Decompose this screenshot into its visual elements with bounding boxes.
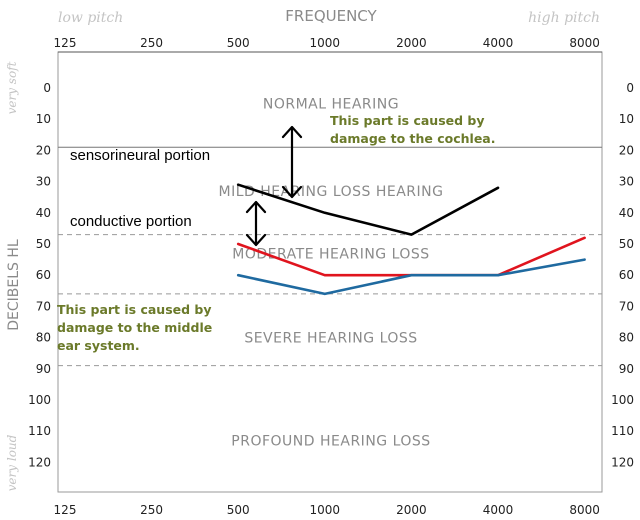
x-tick-bottom-125: 125	[54, 503, 77, 517]
x-tick-bottom-4000: 4000	[483, 503, 514, 517]
x-tick-top-8000: 8000	[569, 36, 600, 50]
x-tick-bottom-2000: 2000	[396, 503, 427, 517]
y-axis-label: DECIBELS HL	[6, 239, 22, 331]
y-tick-right-30: 30	[619, 175, 634, 189]
region-label-1: MILD HEARING LOSS HEARING	[219, 184, 444, 200]
y-tick-left-70: 70	[36, 299, 51, 313]
x-tick-top-500: 500	[227, 36, 250, 50]
middle-ear-note-line-2: damage to the middle	[57, 320, 212, 335]
series-line-0	[236, 183, 500, 236]
x-tick-top-125: 125	[54, 36, 77, 50]
x-tick-bottom-250: 250	[140, 503, 163, 517]
y-tick-labels: 0 0 10 10 20 20 30 30 40 40 50 50 60 60 70 70 80 80 90 90 10…	[28, 81, 634, 469]
y-axis-top-label: very soft	[5, 61, 19, 114]
y-tick-left-60: 60	[36, 268, 51, 282]
y-axis-bottom-label: very loud	[5, 434, 19, 491]
x-tick-labels: 125 125 250 250 500 500 1000 1000 2000 2000 4000 40…	[54, 36, 600, 517]
y-tick-left-40: 40	[36, 206, 51, 220]
region-label-0: NORMAL HEARING	[263, 97, 399, 113]
x-tick-bottom-1000: 1000	[310, 503, 341, 517]
y-tick-right-90: 90	[619, 362, 634, 376]
conductive-arrow	[245, 200, 267, 247]
region-label-3: SEVERE HEARING LOSS	[244, 331, 417, 347]
y-tick-right-0: 0	[626, 81, 634, 95]
cochlea-note-line-1: This part is caused by	[330, 113, 485, 128]
x-tick-top-250: 250	[140, 36, 163, 50]
y-tick-right-50: 50	[619, 237, 634, 251]
corner-right-label: high pitch	[528, 10, 600, 26]
cochlea-note-line-2: damage to the cochlea.	[330, 131, 496, 146]
region-label-4: PROFOUND HEARING LOSS	[231, 434, 430, 450]
middle-ear-note-line-1: This part is caused by	[57, 302, 212, 317]
y-tick-right-100: 100	[611, 393, 634, 407]
y-tick-left-50: 50	[36, 237, 51, 251]
conductive-label: conductive portion	[70, 213, 192, 230]
y-tick-right-40: 40	[619, 206, 634, 220]
x-tick-bottom-8000: 8000	[569, 503, 600, 517]
region-boundaries	[58, 146, 602, 367]
x-tick-bottom-500: 500	[227, 503, 250, 517]
y-tick-left-110: 110	[28, 424, 51, 438]
x-tick-top-1000: 1000	[310, 36, 341, 50]
sensorineural-label: sensorineural portion	[70, 147, 210, 164]
region-labels: NORMAL HEARING MILD HEARING LOSS HEARING M…	[219, 97, 444, 450]
x-tick-top-2000: 2000	[396, 36, 427, 50]
y-tick-left-30: 30	[36, 175, 51, 189]
y-tick-left-90: 90	[36, 362, 51, 376]
y-tick-right-70: 70	[619, 299, 634, 313]
series-line-2	[236, 258, 586, 296]
y-tick-left-120: 120	[28, 455, 51, 469]
chart-title: FREQUENCY	[285, 7, 377, 25]
middle-ear-note-line-3: ear system.	[57, 338, 140, 353]
y-tick-right-60: 60	[619, 268, 634, 282]
sensorineural-arrow	[281, 125, 303, 199]
y-tick-right-10: 10	[619, 112, 634, 126]
x-tick-top-4000: 4000	[483, 36, 514, 50]
y-tick-left-20: 20	[36, 143, 51, 157]
y-tick-right-20: 20	[619, 143, 634, 157]
y-tick-left-100: 100	[28, 393, 51, 407]
annotations: sensorineural portion conductive portion…	[57, 113, 496, 353]
y-tick-right-80: 80	[619, 331, 634, 345]
corner-left-label: low pitch	[58, 10, 123, 26]
y-tick-right-110: 110	[611, 424, 634, 438]
y-tick-left-80: 80	[36, 331, 51, 345]
y-tick-left-10: 10	[36, 112, 51, 126]
series-lines	[236, 183, 586, 296]
region-label-2: MODERATE HEARING LOSS	[232, 246, 429, 262]
y-tick-right-120: 120	[611, 455, 634, 469]
y-tick-left-0: 0	[43, 81, 51, 95]
